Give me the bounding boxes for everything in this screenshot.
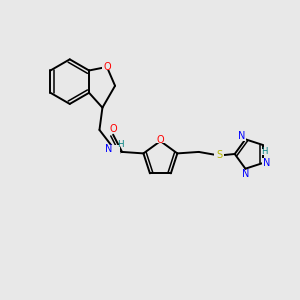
FancyBboxPatch shape — [109, 126, 118, 133]
Text: N: N — [262, 158, 270, 168]
FancyBboxPatch shape — [214, 152, 224, 159]
Text: N: N — [238, 131, 245, 141]
FancyBboxPatch shape — [262, 158, 270, 165]
FancyBboxPatch shape — [241, 171, 250, 177]
Text: H: H — [117, 140, 124, 149]
FancyBboxPatch shape — [102, 63, 112, 70]
Text: S: S — [216, 151, 222, 160]
FancyBboxPatch shape — [238, 134, 246, 141]
FancyBboxPatch shape — [103, 145, 119, 154]
Text: H: H — [261, 147, 267, 156]
FancyBboxPatch shape — [156, 136, 165, 143]
Text: O: O — [103, 62, 111, 72]
Text: N: N — [105, 144, 113, 154]
Text: O: O — [157, 135, 164, 145]
Text: O: O — [109, 124, 117, 134]
Text: N: N — [242, 169, 249, 179]
FancyBboxPatch shape — [261, 148, 268, 155]
